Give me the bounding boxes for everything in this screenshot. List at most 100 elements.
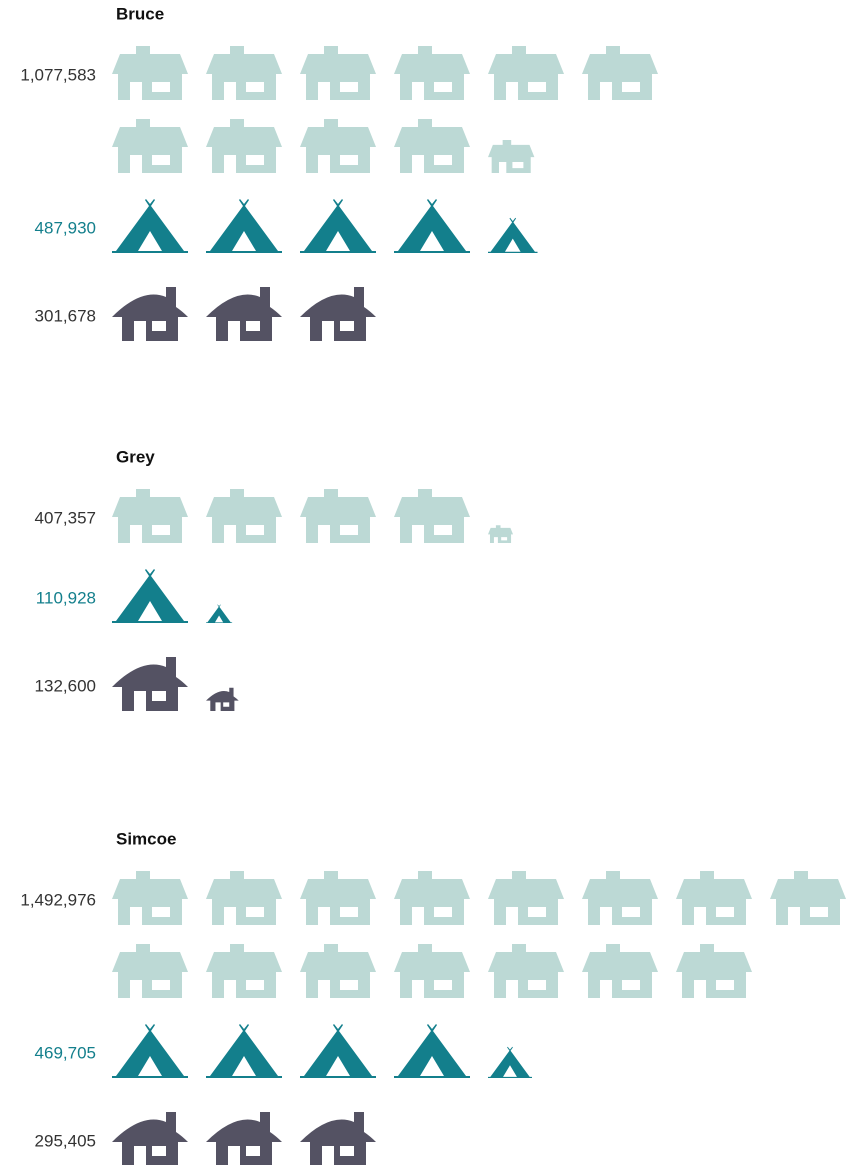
icon: [206, 489, 282, 543]
icon: [394, 871, 470, 925]
value-label: 407,357: [35, 508, 96, 527]
group-title: Grey: [116, 447, 155, 466]
icon: [112, 569, 188, 623]
icon: [112, 944, 188, 998]
icon-shape: [300, 287, 376, 341]
icon-shape: [582, 46, 658, 100]
icon-shape: [582, 871, 658, 925]
icon-shape: [112, 287, 188, 341]
icon: [206, 119, 282, 173]
icon: [206, 604, 233, 623]
icon-shape: [676, 944, 752, 998]
icon-shape: [676, 871, 752, 925]
icon-shape: [394, 489, 470, 543]
icon: [394, 1024, 470, 1078]
icon-shape: [300, 944, 376, 998]
value-label: 301,678: [35, 306, 96, 325]
icon-shape: [394, 199, 470, 253]
icon: [488, 871, 564, 925]
icon-shape: [112, 1024, 188, 1078]
icon: [676, 944, 752, 998]
icon: [582, 46, 658, 100]
icon: [300, 1112, 376, 1165]
icon: [112, 119, 188, 173]
icon-shape: [488, 46, 564, 100]
icon-shape: [488, 140, 535, 173]
group-title: Simcoe: [116, 829, 176, 848]
icon-shape: [112, 199, 188, 253]
icon-shape: [206, 1024, 282, 1078]
icon: [394, 46, 470, 100]
icon: [206, 287, 282, 341]
icon: [112, 1024, 188, 1078]
icon: [394, 199, 470, 253]
icon: [300, 871, 376, 925]
icon: [582, 944, 658, 998]
icon: [300, 287, 376, 341]
icon-shape: [206, 287, 282, 341]
icon: [206, 871, 282, 925]
value-label: 487,930: [35, 218, 96, 237]
icon-shape: [206, 944, 282, 998]
icon: [112, 489, 188, 543]
icon: [300, 1024, 376, 1078]
value-label: 110,928: [36, 588, 96, 607]
icon-shape: [394, 46, 470, 100]
icon-shape: [300, 1112, 376, 1165]
icon: [206, 1112, 282, 1165]
icon: [394, 944, 470, 998]
icon-shape: [112, 944, 188, 998]
icon-shape: [300, 871, 376, 925]
icon: [300, 199, 376, 253]
icon-shape: [394, 871, 470, 925]
icon: [112, 1112, 188, 1165]
value-label: 1,492,976: [20, 890, 96, 909]
icon-shape: [488, 525, 514, 543]
icon-shape: [112, 871, 188, 925]
value-label: 1,077,583: [20, 65, 96, 84]
icon-shape: [206, 199, 282, 253]
icon-shape: [206, 871, 282, 925]
icon: [112, 199, 188, 253]
icon: [112, 287, 188, 341]
icon-shape: [206, 687, 239, 711]
icon: [206, 46, 282, 100]
icon: [394, 489, 470, 543]
icon: [300, 944, 376, 998]
icon: [770, 871, 846, 925]
icon-shape: [300, 199, 376, 253]
value-label: 469,705: [35, 1043, 96, 1062]
icon-shape: [112, 489, 188, 543]
icon: [300, 46, 376, 100]
icon: [112, 871, 188, 925]
icon-shape: [300, 489, 376, 543]
icon: [300, 119, 376, 173]
icon-shape: [112, 1112, 188, 1165]
icon-shape: [394, 119, 470, 173]
value-label: 295,405: [35, 1131, 96, 1150]
icon-shape: [394, 944, 470, 998]
icon-shape: [112, 46, 188, 100]
icon: [112, 46, 188, 100]
icon-shape: [206, 604, 233, 623]
icon: [206, 1024, 282, 1078]
icon-shape: [206, 489, 282, 543]
icon: [300, 489, 376, 543]
icon: [206, 687, 239, 711]
icon-shape: [300, 1024, 376, 1078]
icon-shape: [300, 46, 376, 100]
icon-shape: [112, 569, 188, 623]
icon-shape: [488, 944, 564, 998]
icon: [488, 46, 564, 100]
icon-shape: [206, 1112, 282, 1165]
icon: [488, 217, 538, 253]
icon: [488, 1046, 532, 1078]
icon-shape: [206, 119, 282, 173]
icon-shape: [582, 944, 658, 998]
icon: [488, 525, 514, 543]
icon-shape: [394, 1024, 470, 1078]
icon: [582, 871, 658, 925]
icon-shape: [770, 871, 846, 925]
icon-shape: [112, 119, 188, 173]
